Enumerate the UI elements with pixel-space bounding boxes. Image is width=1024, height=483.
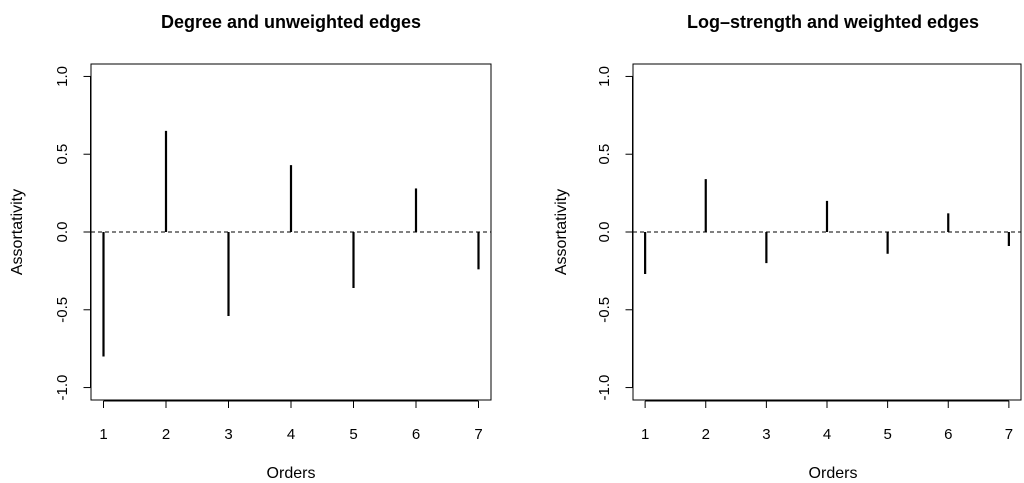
y-tick-label: 1.0: [54, 66, 71, 87]
y-tick-label: 0.5: [596, 144, 613, 165]
x-tick-label: 5: [883, 426, 891, 443]
chart-panel-2: Log–strength and weighted edges 1 2 3 4 5 6 7 -1…: [553, 12, 1022, 482]
x-tick-label: 4: [287, 426, 295, 443]
y-tick-label: 0.0: [54, 222, 71, 243]
x-tick-label: 1: [641, 426, 649, 443]
x-tick-label: 1: [99, 426, 107, 443]
x-tick-label: 7: [1005, 426, 1013, 443]
x-tick-label: 3: [224, 426, 232, 443]
x-tick-label: 3: [762, 426, 770, 443]
x-tick-label: 6: [944, 426, 952, 443]
y-tick-label: 0.5: [54, 144, 71, 165]
x-tick-label: 2: [162, 426, 170, 443]
chart-panel-1: Degree and unweighted edges 1 2 3 4 5 6 7 -1.0 -0…: [9, 12, 492, 482]
y-tick-label: -0.5: [54, 297, 71, 323]
y-tick-label: 1.0: [596, 66, 613, 87]
y-tick-label: -0.5: [596, 297, 613, 323]
x-tick-label: 4: [823, 426, 831, 443]
y-axis-label: Assortativity: [553, 189, 570, 275]
y-tick-label: -1.0: [54, 375, 71, 401]
y-tick-label: -1.0: [596, 375, 613, 401]
x-axis-label: Orders: [809, 465, 858, 482]
x-tick-label: 6: [412, 426, 420, 443]
y-tick-label: 0.0: [596, 222, 613, 243]
x-tick-label: 7: [474, 426, 482, 443]
x-tick-label: 5: [349, 426, 357, 443]
chart-title: Degree and unweighted edges: [161, 12, 421, 32]
x-axis-label: Orders: [267, 465, 316, 482]
chart-title: Log–strength and weighted edges: [687, 12, 979, 32]
x-tick-label: 2: [702, 426, 710, 443]
y-axis-label: Assortativity: [9, 189, 26, 275]
